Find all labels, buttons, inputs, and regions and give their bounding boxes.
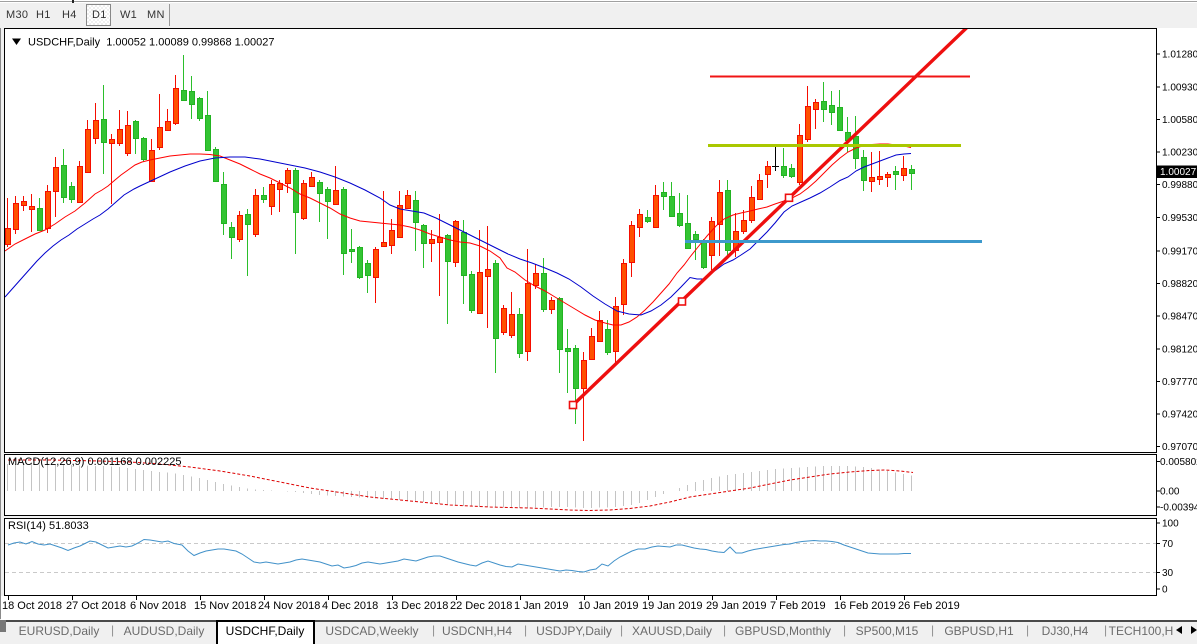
svg-text:0.99530: 0.99530 xyxy=(1162,213,1197,224)
svg-text:10 Jan 2019: 10 Jan 2019 xyxy=(578,600,639,612)
svg-text:0.97420: 0.97420 xyxy=(1162,410,1197,421)
svg-text:0.98120: 0.98120 xyxy=(1162,344,1197,355)
svg-text:27 Oct 2018: 27 Oct 2018 xyxy=(66,600,126,612)
svg-text:7 Feb 2019: 7 Feb 2019 xyxy=(770,600,826,612)
svg-text:26 Feb 2019: 26 Feb 2019 xyxy=(898,600,960,612)
svg-text:USDCHF,Daily 1.00052 1.00089: USDCHF,Daily 1.00052 1.00089 0.99868 1.0… xyxy=(28,37,274,49)
svg-text:0.00: 0.00 xyxy=(1160,487,1180,498)
svg-text:0.97070: 0.97070 xyxy=(1162,442,1197,453)
svg-text:0.98820: 0.98820 xyxy=(1162,279,1197,290)
svg-text:RSI(14) 51.8033: RSI(14) 51.8033 xyxy=(8,520,89,532)
svg-text:30: 30 xyxy=(1162,568,1174,579)
svg-text:18 Oct 2018: 18 Oct 2018 xyxy=(2,600,62,612)
svg-text:100: 100 xyxy=(1162,519,1179,530)
svg-text:0: 0 xyxy=(1162,585,1168,596)
svg-text:0.99880: 0.99880 xyxy=(1162,180,1197,191)
svg-text:0.98470: 0.98470 xyxy=(1162,312,1197,323)
svg-text:4 Dec 2018: 4 Dec 2018 xyxy=(322,600,378,612)
svg-text:1.01280: 1.01280 xyxy=(1162,50,1197,61)
svg-text:29 Jan 2019: 29 Jan 2019 xyxy=(706,600,767,612)
svg-text:0.005802: 0.005802 xyxy=(1160,457,1197,468)
svg-text:1 Jan 2019: 1 Jan 2019 xyxy=(514,600,568,612)
svg-text:MACD(12,26,9) 0.001168 0.00222: MACD(12,26,9) 0.001168 0.002225 xyxy=(8,456,181,468)
svg-text:0.97770: 0.97770 xyxy=(1162,377,1197,388)
svg-text:1.00027: 1.00027 xyxy=(1160,167,1197,178)
svg-text:16 Feb 2019: 16 Feb 2019 xyxy=(834,600,896,612)
svg-text:1.00930: 1.00930 xyxy=(1162,82,1197,93)
svg-text:1.00230: 1.00230 xyxy=(1162,148,1197,159)
svg-text:70: 70 xyxy=(1162,539,1174,550)
svg-text:15 Nov 2018: 15 Nov 2018 xyxy=(194,600,256,612)
svg-text:0.99170: 0.99170 xyxy=(1162,246,1197,257)
svg-text:1.00580: 1.00580 xyxy=(1162,115,1197,126)
svg-text:19 Jan 2019: 19 Jan 2019 xyxy=(642,600,703,612)
svg-text:6 Nov 2018: 6 Nov 2018 xyxy=(130,600,186,612)
svg-text:13 Dec 2018: 13 Dec 2018 xyxy=(386,600,448,612)
svg-text:22 Dec 2018: 22 Dec 2018 xyxy=(450,600,512,612)
svg-text:-0.003945: -0.003945 xyxy=(1160,503,1197,514)
svg-text:24 Nov 2018: 24 Nov 2018 xyxy=(258,600,320,612)
